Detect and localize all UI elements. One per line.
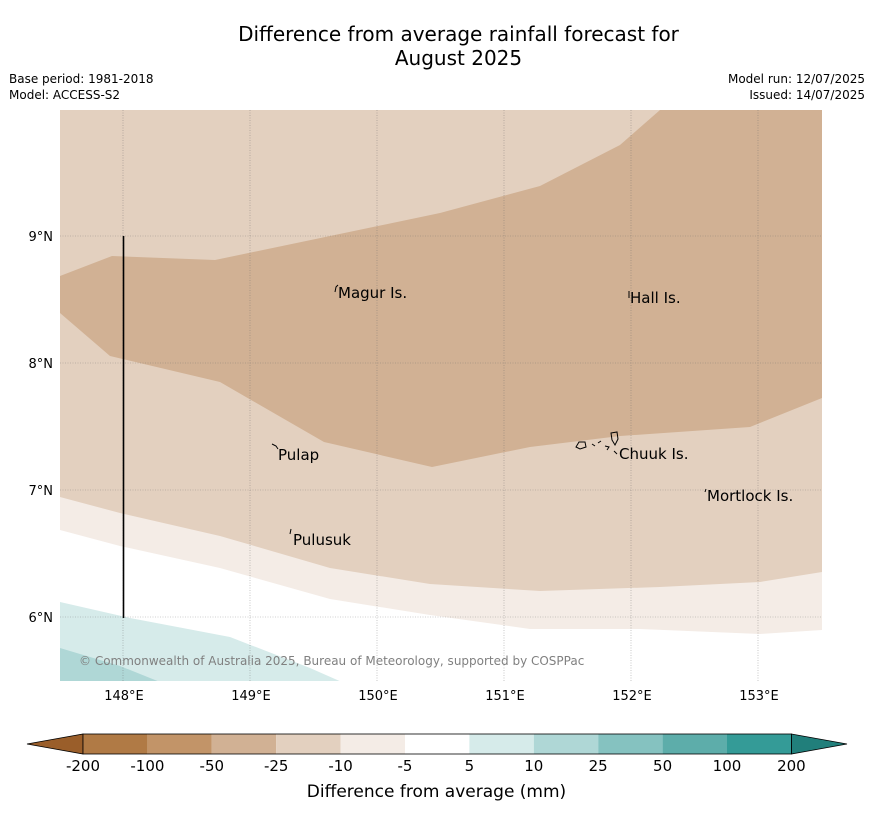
lat-tick: 7°N — [29, 484, 54, 499]
label-mortlock: Mortlock Is. — [707, 487, 793, 505]
chuuk-island-shape-3 — [597, 440, 602, 444]
title-line-1: Difference from average rainfall forecas… — [238, 22, 679, 46]
copyright-note: © Commonwealth of Australia 2025, Bureau… — [79, 654, 584, 668]
colorbar-frame — [82, 733, 792, 755]
colorbar-tick: 5 — [465, 757, 475, 775]
colorbar-swatch — [405, 734, 470, 754]
meta-right: Model run: 12/07/2025 Issued: 14/07/2025 — [728, 71, 865, 103]
model-name: Model: ACCESS-S2 — [9, 88, 121, 102]
lat-tick: 8°N — [29, 357, 54, 372]
chuuk-island-shape-6 — [613, 450, 618, 455]
colorbar-tick: -25 — [264, 757, 289, 775]
base-period: Base period: 1981-2018 — [9, 72, 154, 86]
lat-tick: 6°N — [29, 611, 54, 626]
colorbar-tick: 25 — [589, 757, 608, 775]
chuuk-island-shape-2 — [591, 443, 596, 447]
label-chuuk: Chuuk Is. — [619, 445, 688, 463]
colorbar-tick: 100 — [713, 757, 742, 775]
colorbar-swatch — [211, 734, 277, 754]
band-minus25-50 — [60, 110, 822, 467]
mortlock-island-shape — [704, 488, 707, 493]
chuuk-island-shape-4 — [604, 445, 610, 451]
pulusuk-island-shape — [289, 528, 292, 535]
issued-date: Issued: 14/07/2025 — [749, 88, 865, 102]
colorbar-swatch — [533, 734, 599, 754]
lon-tick: 148°E — [104, 689, 144, 704]
label-pulap: Pulap — [278, 446, 319, 464]
island-outlines — [271, 284, 707, 535]
place-labels: Magur Is. Hall Is. Pulap Chuuk Is. Mortl… — [278, 284, 793, 549]
label-pulusuk: Pulusuk — [293, 531, 351, 549]
colorbar-extend-low — [26, 733, 84, 755]
colorbar-label: Difference from average (mm) — [306, 782, 567, 802]
colorbar-tick: -5 — [398, 757, 413, 775]
title-line-2: August 2025 — [394, 46, 523, 70]
colorbar-tick: -50 — [200, 757, 225, 775]
colorbar-tick: -100 — [130, 757, 164, 775]
model-run: Model run: 12/07/2025 — [727, 72, 865, 86]
colorbar-swatch — [276, 734, 341, 754]
colorbar-tick: -10 — [328, 757, 353, 775]
label-magur: Magur Is. — [338, 284, 407, 302]
colorbar-swatch — [598, 734, 663, 754]
colorbar-swatch — [662, 734, 727, 754]
colorbar-swatch — [727, 734, 792, 754]
lon-tick: 152°E — [612, 689, 652, 704]
label-hall: Hall Is. — [630, 289, 681, 307]
band-neutral — [60, 530, 822, 681]
chart-title: Difference from average rainfall forecas… — [0, 22, 873, 70]
lon-tick: 151°E — [485, 689, 525, 704]
meta-left: Base period: 1981-2018 Model: ACCESS-S2 — [9, 71, 154, 103]
colorbar-extend-high — [791, 733, 848, 755]
colorbar: -200 -100 -50 -25 -10 -5 5 10 25 50 100 200 — [26, 733, 848, 775]
lat-tick: 9°N — [29, 230, 54, 245]
map-area: Magur Is. Hall Is. Pulap Chuuk Is. Mortl… — [60, 110, 822, 681]
colorbar-swatch — [147, 734, 212, 754]
lon-tick: 149°E — [231, 689, 271, 704]
pulap-island-shape — [271, 443, 279, 450]
colorbar-tick: 10 — [524, 757, 543, 775]
colorbar-tick: 200 — [777, 757, 806, 775]
lat-axis: 9°N 8°N 7°N 6°N — [29, 230, 54, 626]
colorbar-swatch — [83, 734, 148, 754]
colorbar-tick: -200 — [66, 757, 100, 775]
colorbar-tick: 50 — [653, 757, 672, 775]
lon-tick: 153°E — [739, 689, 779, 704]
lon-axis: 148°E 149°E 150°E 151°E 152°E 153°E — [104, 689, 779, 704]
magur-island-shape — [334, 284, 339, 293]
lon-tick: 150°E — [358, 689, 398, 704]
chuuk-island-shape-1 — [575, 441, 587, 450]
band-plus10-25 — [60, 648, 158, 681]
band-plus5-10 — [60, 602, 340, 681]
colorbar-swatch — [340, 734, 405, 754]
chuuk-island-shape-5 — [610, 431, 619, 447]
colorbar-swatch — [469, 734, 534, 754]
